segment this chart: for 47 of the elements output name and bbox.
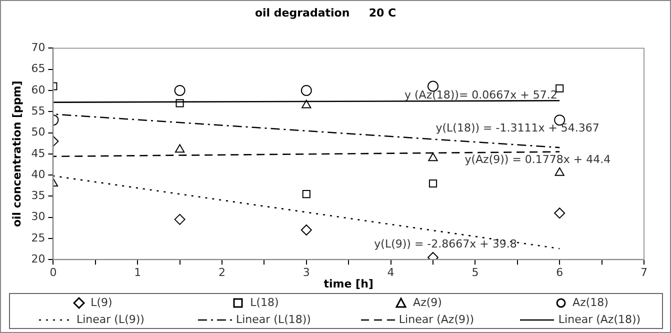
point <box>300 84 312 96</box>
annotation: y(L(18)) = -1.3111x + 54.367 <box>436 121 600 134</box>
y-tick-label: 50 <box>31 126 46 139</box>
chart-title: oil degradation 20 C <box>254 6 396 20</box>
x-tick-label: 6 <box>556 266 564 280</box>
y-tick-label: 55 <box>31 104 46 118</box>
y-tick-label: 30 <box>31 210 46 224</box>
legend-label: Linear (L(9)) <box>76 313 144 326</box>
annotation: y (Az(18))= 0.0667x + 57.2 <box>404 88 558 102</box>
point <box>302 190 310 198</box>
legend-label: Az(18) <box>572 296 608 309</box>
y-tick-label: 70 <box>31 41 46 54</box>
x-tick-label: 3 <box>302 266 310 280</box>
legend-label: Linear (Az(18)) <box>558 313 641 326</box>
x-tick-label: 7 <box>640 266 648 280</box>
point <box>300 224 312 236</box>
legend-label: Linear (L(18)) <box>236 313 311 326</box>
x-tick-label: 0 <box>50 266 57 280</box>
point <box>554 167 564 176</box>
x-tick-label: 1 <box>134 266 142 280</box>
point <box>554 208 566 219</box>
legend-label: L(18) <box>250 296 279 309</box>
legend-label: Linear (Az(9)) <box>398 313 474 326</box>
y-tick-label: 40 <box>31 168 46 181</box>
point <box>428 152 438 162</box>
point <box>174 214 186 225</box>
y-tick-label: 25 <box>31 231 46 244</box>
x-tick-label: 5 <box>472 266 479 280</box>
y-tick-label: 35 <box>31 189 46 202</box>
x-axis-title: time [h] <box>324 277 374 290</box>
x-tick-label: 4 <box>387 266 394 280</box>
y-tick-label: 60 <box>31 83 46 96</box>
x-tick-label: 2 <box>218 266 226 280</box>
point <box>176 99 184 108</box>
annotation: y(L(9)) = -2.8667x + 39.8 <box>374 238 517 251</box>
point <box>302 100 312 108</box>
y-tick-label: 45 <box>31 146 46 160</box>
y-tick-label: 20 <box>31 252 46 266</box>
y-axis-title: oil concentration [ppm] <box>10 80 24 228</box>
annotation: y(Az(9)) = 0.1778x + 44.4 <box>464 153 611 166</box>
point <box>428 179 438 188</box>
y-tick-label: 65 <box>31 62 46 76</box>
point <box>174 144 185 153</box>
point <box>174 84 186 96</box>
legend-label: L(9) <box>90 296 112 309</box>
legend-label: Az(9) <box>413 296 442 309</box>
point <box>556 84 564 92</box>
